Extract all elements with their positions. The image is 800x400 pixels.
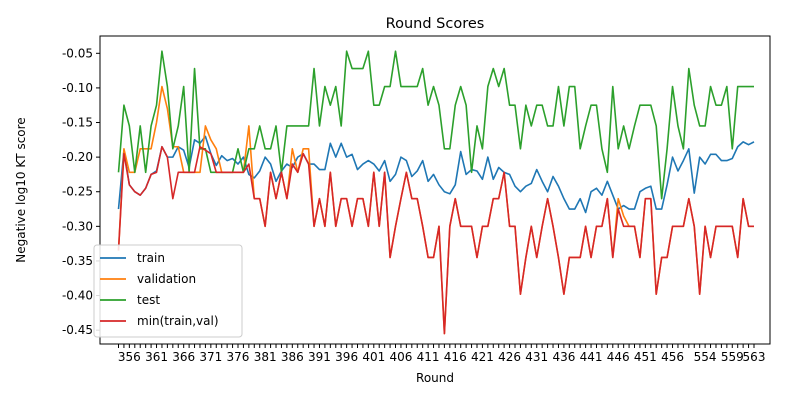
x-tick-label: 381 [254,350,277,364]
y-tick-label: -0.45 [62,323,93,337]
y-axis: -0.45 -0.40 -0.35 -0.30 -0.25 -0.20 -0.15 -0.10… [62,46,100,337]
x-tick-label: 376 [227,350,250,364]
legend: train validation test min(train,val) [93,244,243,338]
y-tick-label: -0.05 [62,46,93,60]
y-tick-label: -0.35 [62,254,93,268]
chart-title: Round Scores [386,16,485,32]
x-tick-label: 441 [580,350,603,364]
x-tick-label: 356 [118,350,141,364]
series-line-min-train-val [117,145,754,335]
x-tick-label: 451 [634,350,657,364]
y-tick-label: -0.25 [62,185,93,199]
x-tick-label: 431 [525,350,548,364]
x-tick-label: 559 [721,350,744,364]
x-tick-label: 401 [362,350,385,364]
series-lines [117,50,755,335]
x-tick-label: 391 [308,350,331,364]
x-tick-label: 366 [172,350,195,364]
x-tick-label: 563 [743,350,766,364]
x-tick-label: 411 [417,350,440,364]
y-tick-label: -0.15 [62,116,93,130]
y-axis-label: Negative log10 KT score [14,117,28,262]
x-tick-label: 386 [281,350,304,364]
legend-label: test [137,293,160,307]
x-tick-label: 421 [471,350,494,364]
legend-label: min(train,val) [137,314,219,328]
legend-label: validation [137,272,196,286]
y-tick-label: -0.40 [62,289,93,303]
x-tick-label: 396 [335,350,358,364]
x-tick-label: 554 [694,350,717,364]
x-tick-label: 361 [145,350,168,364]
x-tick-label: 456 [661,350,684,364]
y-tick-label: -0.10 [62,81,93,95]
x-tick-label: 426 [498,350,521,364]
plot-frame [99,35,771,345]
y-tick-label: -0.20 [62,150,93,164]
x-tick-label: 416 [444,350,467,364]
legend-label: train [137,251,165,265]
x-tick-label: 371 [199,350,222,364]
y-tick-label: -0.30 [62,219,93,233]
x-tick-label: 406 [389,350,412,364]
series-line-train [117,135,755,214]
legend-box [93,244,243,338]
x-axis: 356 361 366 371 376 381 386 391 396 401 406 411 416 4… [118,344,766,364]
x-axis-label: Round [416,371,454,385]
x-tick-label: 436 [552,350,575,364]
x-tick-label: 446 [607,350,630,364]
